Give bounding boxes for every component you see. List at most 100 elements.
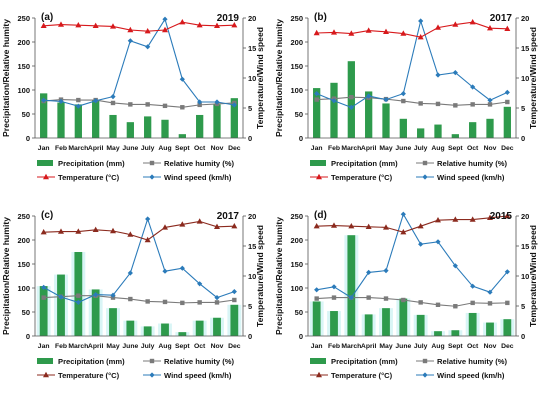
precip-bar	[399, 298, 408, 336]
left-tick-label: 200	[290, 236, 303, 245]
wind-point	[58, 98, 64, 104]
wind-point	[145, 216, 151, 222]
panel-year: 2019	[217, 13, 240, 24]
rh-point	[401, 98, 406, 104]
month-label: June	[122, 145, 138, 152]
rh-point	[487, 102, 493, 107]
wind-point	[383, 97, 389, 103]
temp-point	[331, 222, 337, 228]
legend-wind: Wind speed (km/h)	[416, 173, 505, 182]
month-label: Dec	[228, 145, 241, 152]
legend-rh-label: Relative humity (%)	[437, 357, 508, 366]
legend-temp-marker	[316, 173, 322, 180]
precip-bar	[91, 289, 100, 336]
rh-point	[401, 297, 406, 303]
right-tick-label: 20	[248, 212, 256, 221]
temp-point	[75, 228, 82, 234]
panel-year: 2017	[490, 13, 513, 24]
legend-rh-label: Relative humity (%)	[164, 357, 235, 366]
wind-point	[435, 72, 441, 78]
wind-point	[418, 18, 424, 24]
month-label: March	[68, 145, 88, 152]
right-tick-label: 15	[521, 242, 529, 251]
precip-bar	[417, 128, 425, 138]
month-label: Jan	[38, 145, 50, 152]
temp-point	[452, 216, 459, 222]
legend-rh: Relative humity (%)	[143, 357, 235, 366]
wind-point	[487, 289, 493, 295]
precip-bar	[126, 320, 135, 336]
precip-bar	[364, 314, 373, 336]
legend-wind-marker	[422, 174, 428, 180]
wind-point	[366, 269, 372, 275]
precip-bar	[143, 326, 152, 336]
rh-point	[41, 295, 46, 300]
legend-temp-label: Temperature (°C)	[331, 173, 393, 182]
rh-point	[470, 102, 475, 107]
right-axis-title: Temperature/Wind speed	[528, 225, 538, 327]
legend-rh: Relative humity (%)	[416, 159, 508, 168]
precip-bar	[161, 119, 169, 138]
left-tick-label: 150	[17, 260, 30, 269]
precip-bar	[161, 323, 169, 336]
temp-line	[316, 215, 508, 233]
legend-rh-label: Relative humity (%)	[437, 159, 508, 168]
temp-point	[144, 28, 151, 34]
wind-point	[145, 44, 151, 50]
legend-precip: Precipitation (mm)	[310, 159, 398, 168]
precip-bar	[144, 116, 152, 138]
rh-line	[316, 297, 508, 307]
wind-point	[504, 89, 510, 95]
right-tick-label: 15	[248, 44, 256, 53]
rh-point	[418, 300, 423, 305]
temp-point	[435, 24, 441, 30]
wind-line	[43, 217, 235, 303]
wind-point	[418, 241, 424, 247]
rh-point	[214, 300, 220, 305]
legend-temp: Temperature (°C)	[37, 173, 120, 182]
panel-letter: (c)	[41, 210, 53, 221]
precip-bar	[195, 320, 204, 336]
left-tick-label: 0	[26, 134, 30, 143]
panel-letter: (a)	[41, 12, 53, 23]
wind-point	[470, 283, 476, 289]
wind-point	[127, 38, 133, 44]
precip-bar	[347, 235, 356, 336]
legend-precip: Precipitation (mm)	[37, 159, 125, 168]
month-label: March	[68, 343, 88, 350]
legend-temp-marker	[43, 371, 49, 378]
wind-point	[231, 289, 237, 295]
right-tick-label: 10	[248, 74, 256, 83]
legend-wind-marker	[149, 372, 155, 378]
panel-year: 2015	[490, 211, 513, 222]
temp-point	[110, 227, 116, 234]
wind-point	[75, 103, 81, 109]
temp-line	[316, 21, 508, 38]
month-label: Dec	[228, 343, 241, 350]
temp-point	[452, 21, 459, 27]
precip-bar	[213, 317, 221, 336]
month-label: Jan	[311, 145, 323, 152]
legend-rh: Relative humity (%)	[143, 159, 235, 168]
month-label: Feb	[328, 145, 340, 152]
legend-precip-swatch	[37, 160, 53, 166]
legend-temp: Temperature (°C)	[37, 371, 120, 380]
temp-point	[196, 22, 203, 28]
chart-panel-2: 0 50 100 150 200 250 0 5 10 15 20 Jan Feb March April M…	[1, 210, 265, 380]
month-label: Aug	[431, 343, 444, 350]
right-tick-label: 0	[521, 332, 525, 341]
rh-line	[43, 99, 235, 108]
legend-precip-label: Precipitation (mm)	[331, 159, 398, 168]
wind-point	[75, 299, 81, 305]
precip-bar	[312, 301, 321, 336]
month-label: Aug	[431, 145, 444, 152]
month-label: March	[341, 145, 361, 152]
wind-point	[197, 99, 203, 105]
wind-point	[331, 284, 337, 290]
left-axis-title: Precipitation/Relative humity	[274, 19, 284, 137]
rh-point	[331, 295, 337, 300]
legend-rh-marker	[149, 358, 155, 364]
month-label: April	[88, 145, 104, 152]
temp-point	[40, 229, 47, 235]
